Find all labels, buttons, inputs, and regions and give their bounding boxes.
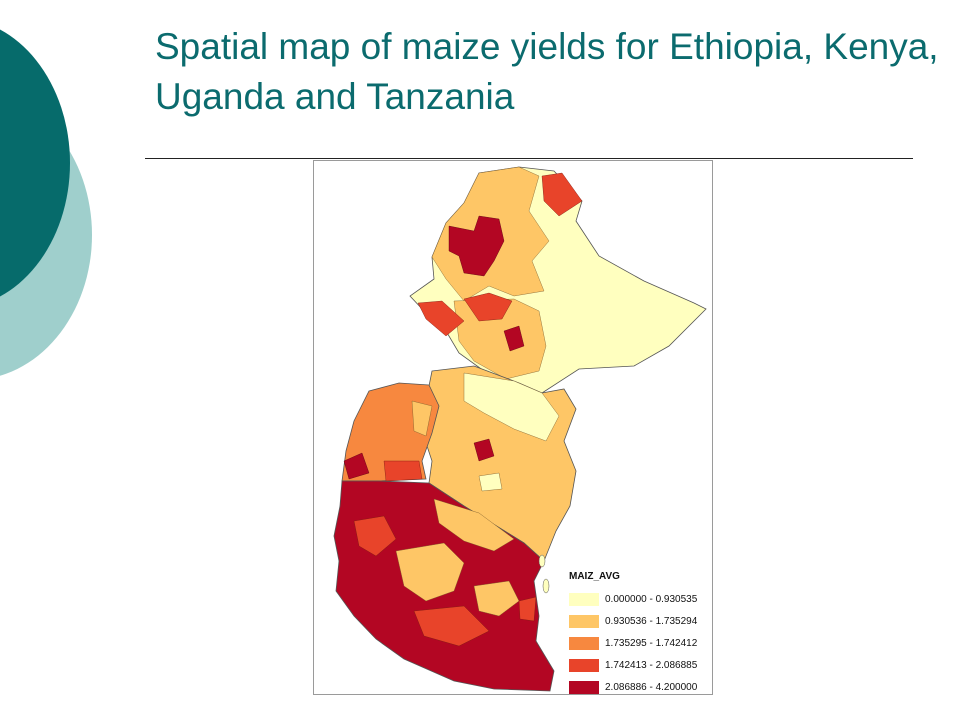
kenya-low-east — [463, 372, 560, 442]
legend-title: MAIZ_AVG — [569, 571, 620, 582]
legend-row: 0.000000 - 0.930535 — [569, 588, 709, 610]
legend-label: 1.742413 - 2.086885 — [605, 659, 698, 671]
island-pemba — [538, 554, 546, 568]
uganda-medium-east — [411, 400, 433, 437]
legend-label: 0.000000 - 0.930535 — [605, 593, 698, 605]
tanzania-medium-center — [395, 542, 465, 602]
tanzania-redorange-south — [413, 605, 490, 647]
legend-label: 1.735295 - 1.742412 — [605, 637, 698, 649]
ethiopia-medium-southwest — [453, 298, 547, 380]
map-legend: MAIZ_AVG 0.000000 - 0.930535 0.930536 - … — [569, 571, 709, 698]
uganda-redorange-south — [383, 460, 423, 482]
legend-row: 1.735295 - 1.742412 — [569, 632, 709, 654]
tanzania-redorange-east — [518, 596, 537, 622]
ethiopia-redorange-northeast — [541, 172, 583, 217]
legend-swatch — [569, 658, 599, 672]
tanzania-medium-east — [473, 580, 520, 617]
legend-row: 2.086886 - 4.200000 — [569, 676, 709, 698]
decorative-circles — [0, 0, 120, 420]
ethiopia-high-southwest — [503, 325, 525, 352]
legend-swatch — [569, 680, 599, 694]
maize-yield-map: MAIZ_AVG 0.000000 - 0.930535 0.930536 - … — [313, 160, 713, 695]
island-zanzibar — [542, 578, 550, 594]
ethiopia-high-central — [448, 215, 505, 277]
tanzania-redorange-west — [353, 515, 397, 557]
slide-title: Spatial map of maize yields for Ethiopia… — [155, 26, 939, 117]
legend-swatch — [569, 636, 599, 650]
legend-label: 0.930536 - 1.735294 — [605, 615, 698, 627]
legend-row: 0.930536 - 1.735294 — [569, 610, 709, 632]
kenya-low-center — [478, 472, 503, 492]
ethiopia-redorange-center — [463, 292, 513, 322]
ethiopia-redorange-west — [417, 300, 465, 337]
legend-swatch — [569, 614, 599, 628]
uganda-high-west — [343, 452, 370, 480]
legend-row: 1.742413 - 2.086885 — [569, 654, 709, 676]
tanzania-medium-north — [433, 498, 515, 552]
title-divider — [145, 158, 913, 159]
legend-label: 2.086886 - 4.200000 — [605, 681, 698, 693]
legend-swatch — [569, 592, 599, 606]
kenya-high-center — [473, 438, 495, 462]
map-svg — [333, 166, 707, 692]
